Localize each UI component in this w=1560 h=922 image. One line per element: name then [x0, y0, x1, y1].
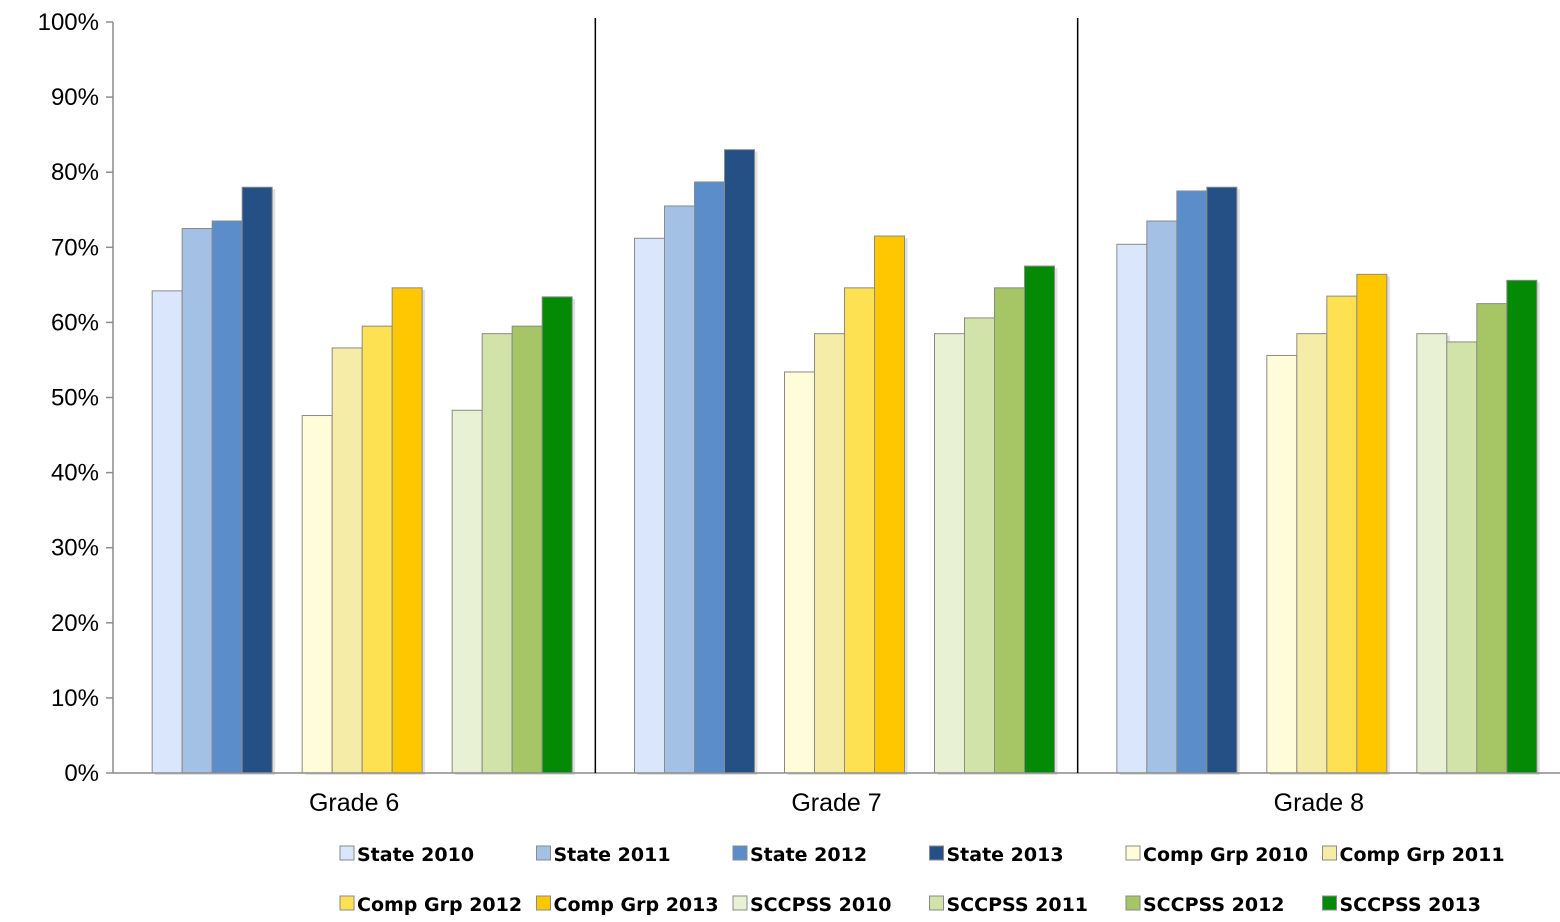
bar-sccpss-2013-grade-8 — [1506, 279, 1538, 774]
legend-swatch-sccpss-2010 — [732, 895, 748, 911]
legend-swatch-comp-grp-2010 — [1125, 845, 1141, 861]
bar-state-2012-grade-6 — [211, 220, 243, 774]
y-tick-label: 40% — [51, 460, 99, 487]
y-tick-label: 10% — [51, 685, 99, 712]
bar-comp-grp-2010-grade-8 — [1266, 354, 1298, 774]
y-tick-label: 80% — [51, 159, 99, 186]
y-tick-label: 0% — [64, 760, 99, 787]
legend-label-comp-grp-2011: Comp Grp 2011 — [1340, 844, 1505, 866]
legend-swatch-comp-grp-2011 — [1322, 845, 1337, 861]
bar-sccpss-2012-grade-8 — [1476, 303, 1508, 774]
bar-sccpss-2011-grade-6 — [481, 333, 513, 774]
bar-state-2013-grade-7 — [724, 149, 755, 774]
bar-state-2011-grade-7 — [664, 205, 695, 774]
bar-sccpss-2011-grade-8 — [1446, 341, 1478, 774]
legend-swatch-state-2010 — [339, 845, 355, 861]
legend-swatch-state-2012 — [732, 845, 748, 861]
bar-state-2013-grade-6 — [241, 186, 273, 774]
y-tick-label: 60% — [51, 309, 99, 336]
legend-swatch-sccpss-2013 — [1322, 895, 1337, 911]
y-tick-label: 100% — [38, 9, 99, 36]
y-tick-label: 90% — [51, 84, 99, 111]
legend-label-sccpss-2012: SCCPSS 2012 — [1143, 894, 1285, 916]
legend-swatch-state-2013 — [929, 845, 944, 861]
bar-comp-grp-2012-grade-7 — [844, 287, 875, 774]
legend-label-state-2011: State 2011 — [554, 844, 671, 866]
bar-state-2012-grade-7 — [694, 181, 725, 774]
bar-sccpss-2013-grade-6 — [541, 296, 573, 774]
bar-state-2012-grade-8 — [1176, 190, 1208, 774]
bar-state-2010-grade-8 — [1116, 243, 1148, 774]
bar-comp-grp-2011-grade-6 — [331, 347, 363, 774]
legend-swatch-sccpss-2012 — [1125, 895, 1141, 911]
bar-sccpss-2012-grade-6 — [511, 325, 543, 774]
legend-label-sccpss-2013: SCCPSS 2013 — [1340, 894, 1482, 916]
legend-swatch-sccpss-2011 — [929, 895, 944, 911]
bar-sccpss-2012-grade-7 — [994, 287, 1025, 774]
bar-comp-grp-2012-grade-8 — [1326, 295, 1358, 774]
bar-comp-grp-2010-grade-6 — [301, 415, 333, 774]
bar-state-2013-grade-8 — [1206, 186, 1238, 774]
bar-comp-grp-2011-grade-7 — [814, 333, 845, 774]
legend-label-state-2013: State 2013 — [947, 844, 1064, 866]
bar-sccpss-2013-grade-7 — [1024, 265, 1055, 774]
legend-label-comp-grp-2013: Comp Grp 2013 — [554, 894, 719, 916]
bar-state-2010-grade-6 — [151, 290, 183, 774]
legend-label-sccpss-2011: SCCPSS 2011 — [947, 894, 1089, 916]
bar-sccpss-2011-grade-7 — [964, 317, 995, 774]
y-tick-label: 20% — [51, 610, 99, 637]
legend-label-state-2010: State 2010 — [357, 844, 474, 866]
bar-comp-grp-2013-grade-6 — [391, 287, 423, 774]
bar-comp-grp-2013-grade-7 — [874, 235, 905, 774]
bar-state-2011-grade-6 — [181, 228, 213, 774]
bar-comp-grp-2012-grade-6 — [361, 325, 393, 774]
x-category-label: Grade 7 — [791, 789, 881, 817]
bar-comp-grp-2011-grade-8 — [1296, 333, 1328, 774]
x-category-label: Grade 6 — [309, 789, 399, 817]
bar-state-2010-grade-7 — [634, 237, 665, 774]
bar-comp-grp-2010-grade-7 — [784, 371, 815, 774]
bar-sccpss-2010-grade-8 — [1416, 333, 1448, 774]
y-tick-label: 50% — [51, 385, 99, 412]
legend-label-state-2012: State 2012 — [750, 844, 867, 866]
y-tick-label: 30% — [51, 535, 99, 562]
bar-sccpss-2010-grade-7 — [934, 333, 965, 774]
legend-label-comp-grp-2012: Comp Grp 2012 — [357, 894, 522, 916]
x-category-label: Grade 8 — [1274, 789, 1364, 817]
legend-swatch-comp-grp-2013 — [536, 895, 551, 911]
bar-sccpss-2010-grade-6 — [451, 409, 483, 774]
legend-swatch-comp-grp-2012 — [339, 895, 355, 911]
legend-label-comp-grp-2010: Comp Grp 2010 — [1143, 844, 1308, 866]
legend-swatch-state-2011 — [536, 845, 551, 861]
bar-state-2011-grade-8 — [1146, 220, 1178, 774]
bar-comp-grp-2013-grade-8 — [1356, 273, 1388, 774]
legend-label-sccpss-2010: SCCPSS 2010 — [750, 894, 892, 916]
y-tick-label: 70% — [51, 234, 99, 261]
